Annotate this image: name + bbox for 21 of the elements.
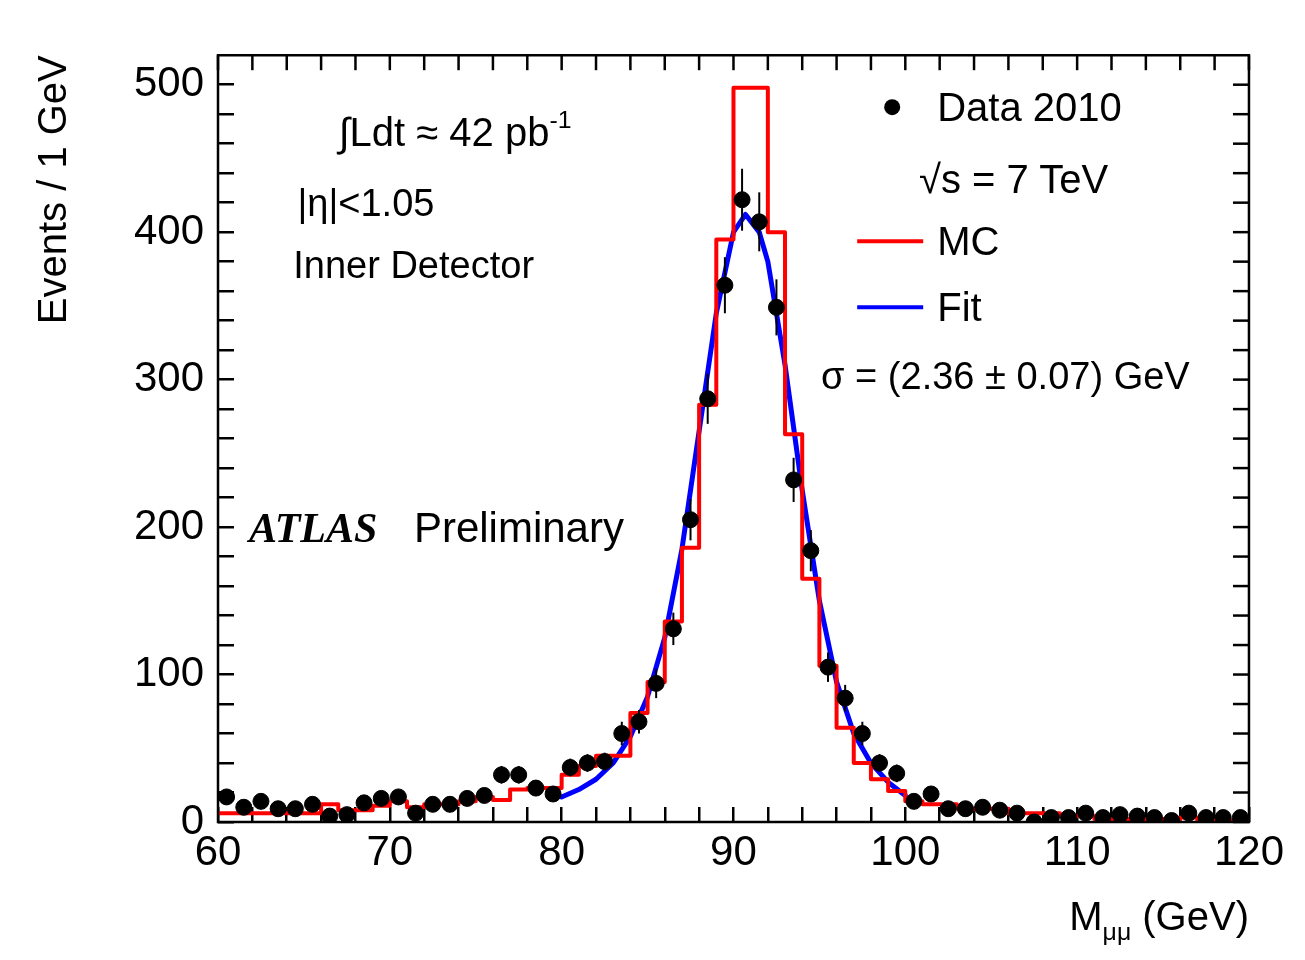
x-tick-label: 120 <box>1213 826 1284 874</box>
annotation: ATLAS <box>245 505 378 552</box>
legend-label: Fit <box>937 285 982 330</box>
x-tick-label: 100 <box>870 826 941 874</box>
x-tick-label: 70 <box>366 826 414 874</box>
annotation: √s = 7 TeV <box>919 157 1109 202</box>
y-tick-label: 200 <box>133 500 204 548</box>
annotation: |η|<1.05 <box>297 182 435 225</box>
legend-label: MC <box>937 219 1000 264</box>
legend-label: Data 2010 <box>937 85 1122 130</box>
y-tick-label: 100 <box>133 648 204 696</box>
annotation: σ = (2.36 ± 0.07) GeV <box>821 354 1191 397</box>
y-tick-label: 500 <box>133 58 204 106</box>
y-axis-title: Events / 1 GeV <box>30 54 74 325</box>
y-tick-label: 300 <box>133 353 204 401</box>
annotation: Inner Detector <box>293 243 535 286</box>
x-tick-label: 110 <box>1043 826 1111 874</box>
y-tick-label: 400 <box>133 205 204 253</box>
x-tick-label: 90 <box>710 826 757 874</box>
annotation: Preliminary <box>413 504 624 552</box>
x-tick-label: 80 <box>538 826 586 874</box>
